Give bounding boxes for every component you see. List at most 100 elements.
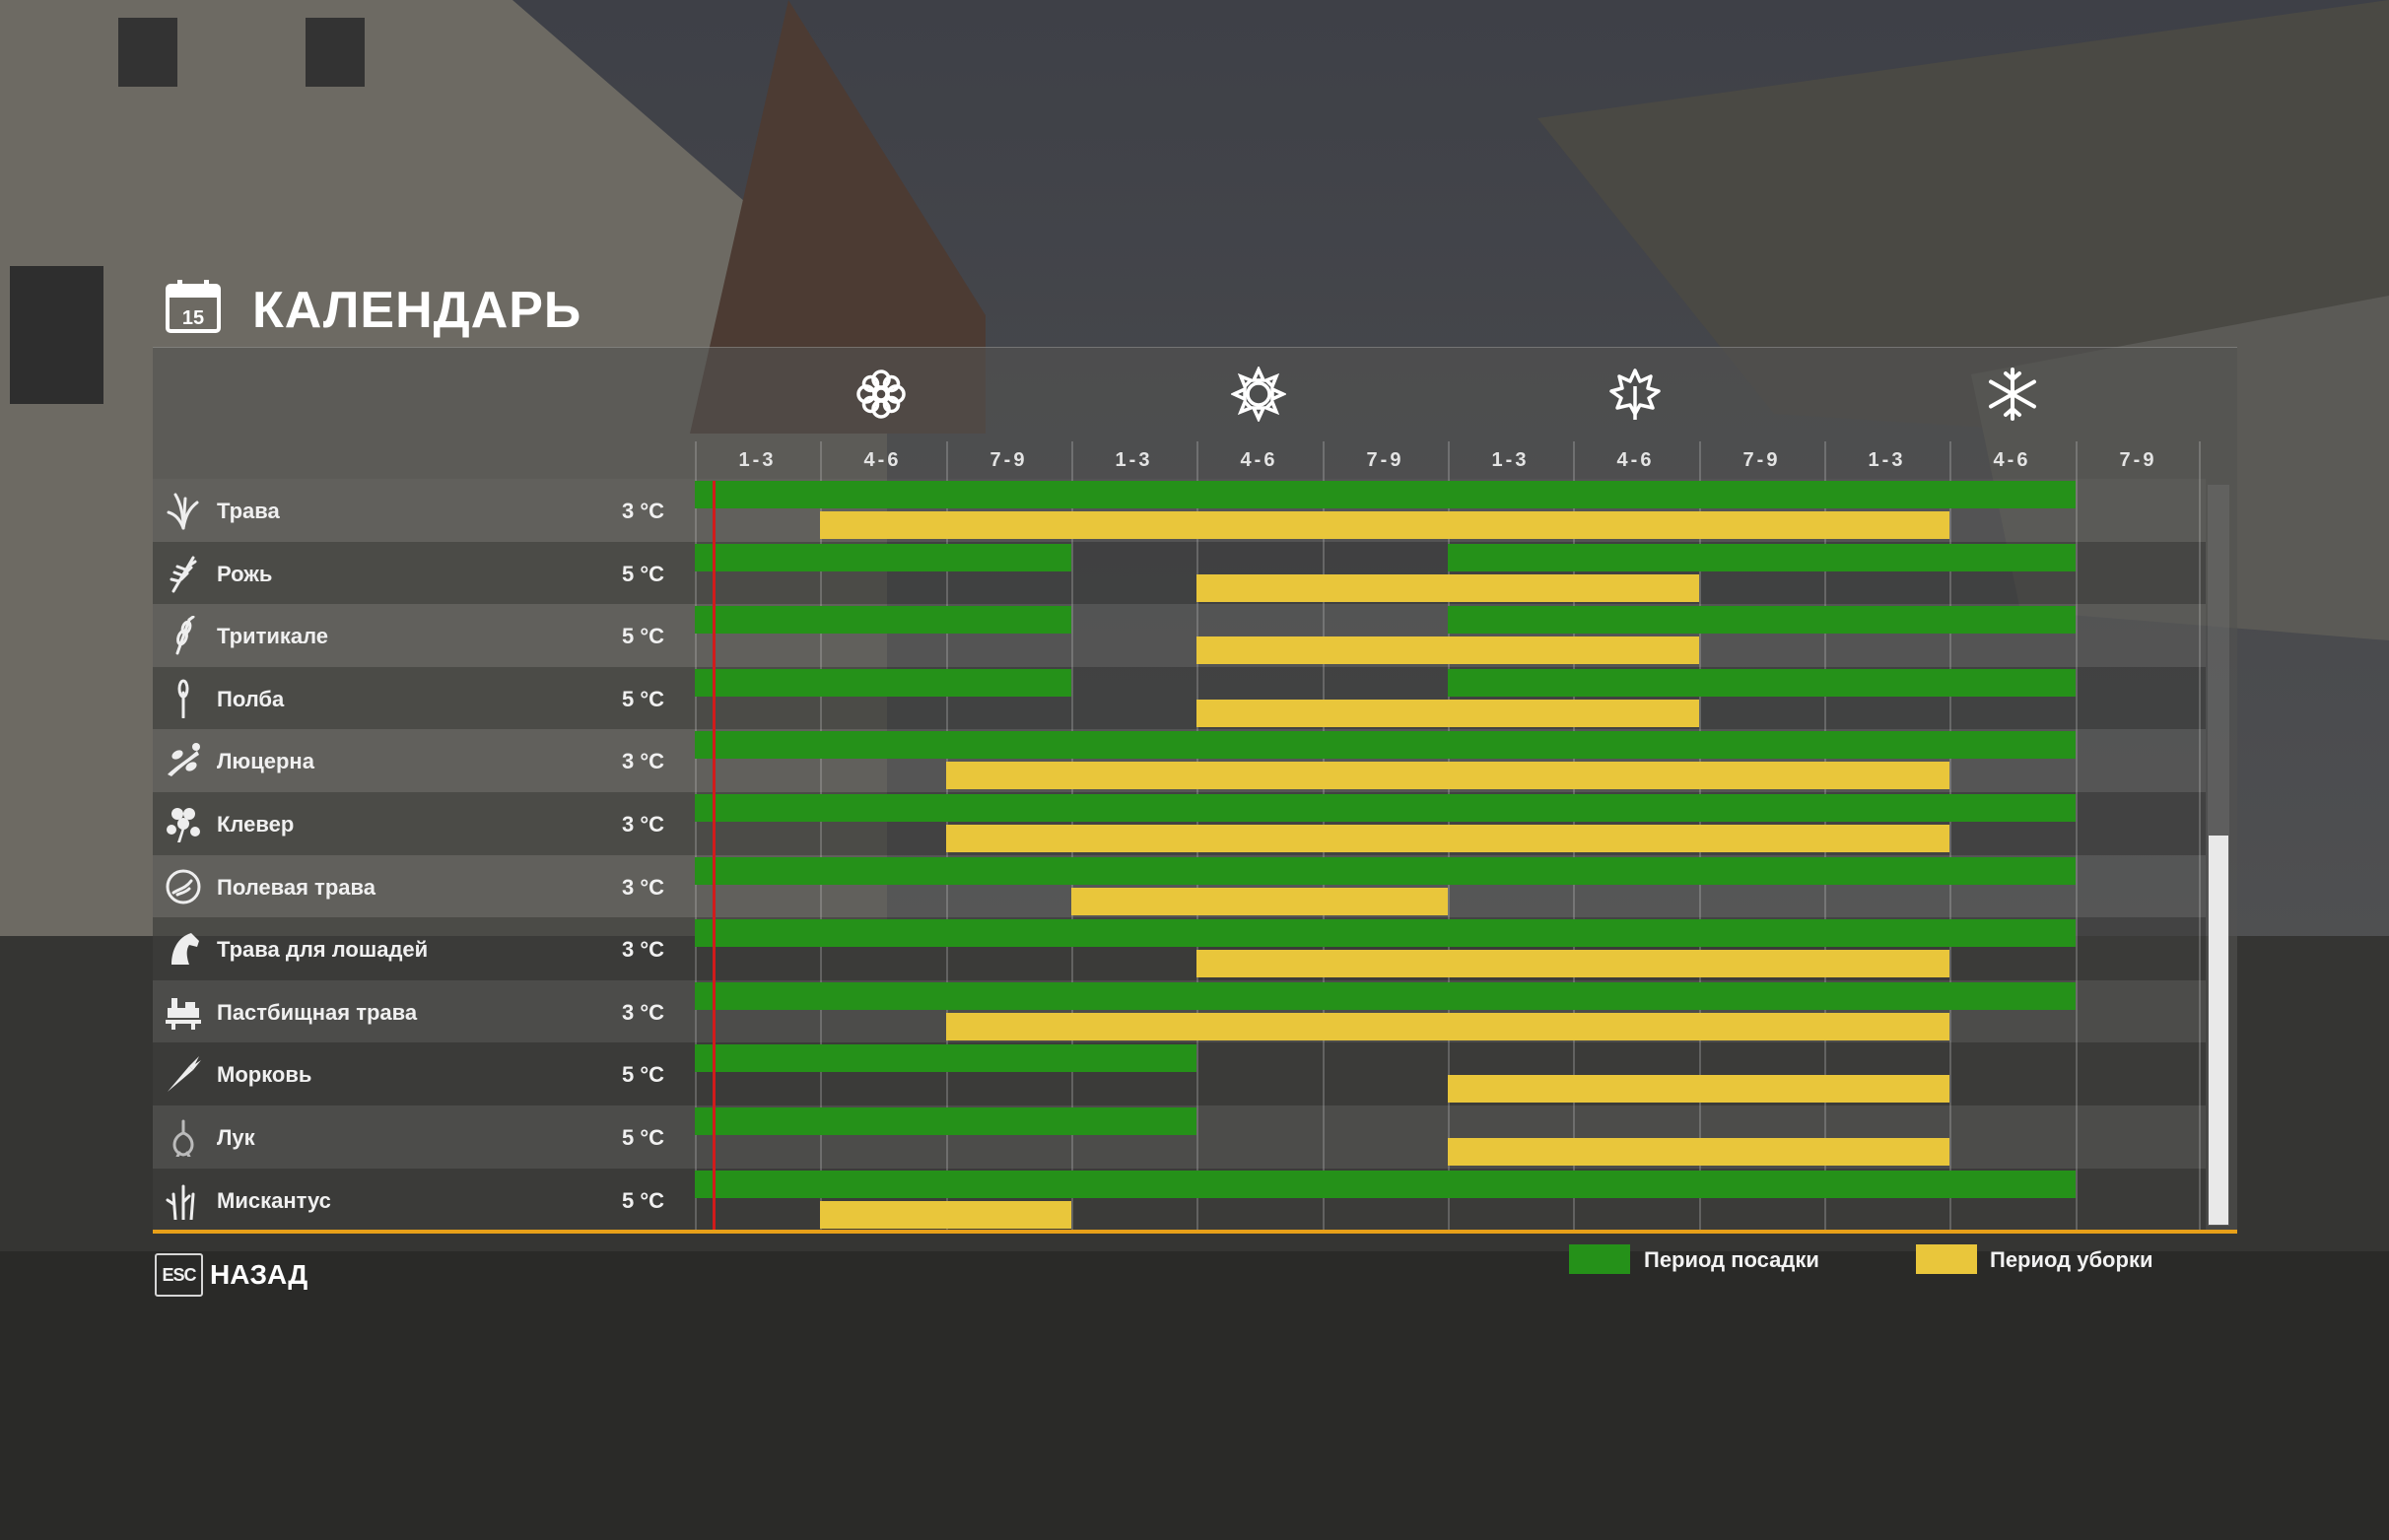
summer-sun-icon: [1229, 365, 1288, 424]
crop-temperature: 3 °C: [622, 499, 665, 523]
legend-planting-swatch: [1569, 1244, 1630, 1274]
field-grass-icon: [166, 869, 201, 904]
planting-period-bar: [695, 481, 2076, 508]
grid-line: [2076, 441, 2078, 1230]
calendar-grid: [695, 441, 2201, 1230]
planting-period-bar: [1447, 606, 2076, 635]
planting-period-bar: [695, 856, 2076, 885]
spelt-icon: [177, 679, 189, 718]
period-label: 1-3: [1868, 449, 1906, 471]
crop-temperature: 5 °C: [622, 686, 665, 711]
autumn-leaf-icon: [1607, 367, 1663, 422]
period-label: 4-6: [1993, 449, 2031, 471]
planting-period-bar: [1447, 668, 2076, 697]
grid-line: [820, 441, 822, 1230]
miscanthus-icon: [166, 1184, 195, 1220]
period-label: 7-9: [990, 449, 1028, 471]
current-period-marker: [713, 481, 716, 1232]
period-label: 7-9: [1366, 449, 1404, 471]
crop-temperature: 3 °C: [622, 999, 665, 1025]
period-label: 7-9: [1742, 449, 1781, 471]
period-label: 7-9: [2119, 449, 2157, 471]
harvest-period-bar: [1196, 699, 1699, 727]
crop-temperature: 5 °C: [622, 624, 665, 649]
grid-line: [695, 441, 697, 1230]
legend-planting-label: Период посадки: [1644, 1247, 1819, 1272]
triticale-icon: [175, 616, 195, 655]
planting-period-bar: [695, 543, 1071, 571]
harvest-period-bar: [1196, 573, 1699, 602]
planting-period-bar: [695, 1107, 1197, 1135]
back-button[interactable]: НАЗАД: [210, 1259, 308, 1290]
crop-name: Тритикале: [217, 624, 329, 649]
esc-key-hint[interactable]: ESC: [155, 1253, 203, 1297]
crop-row[interactable]: Люцерна 3 °C: [153, 729, 2206, 792]
planting-period-bar: [695, 1170, 2076, 1198]
rye-icon: [170, 556, 197, 593]
crop-temperature: 3 °C: [622, 812, 665, 837]
planting-period-bar: [695, 606, 1071, 635]
period-label: 1-3: [1115, 449, 1153, 471]
planting-period-bar: [695, 981, 2076, 1010]
crop-name: Клевер: [217, 812, 295, 837]
pasture-grass-icon: [166, 997, 201, 1030]
crop-name: Трава для лошадей: [217, 937, 429, 963]
crop-row[interactable]: Лук 5 °C: [153, 1105, 2206, 1169]
onion-icon: [172, 1119, 194, 1157]
period-label: 4-6: [1616, 449, 1655, 471]
planting-period-bar: [695, 731, 2076, 760]
period-label: 1-3: [738, 449, 777, 471]
harvest-period-bar: [1070, 887, 1448, 915]
harvest-period-bar: [1196, 950, 1950, 978]
crop-temperature: 3 °C: [622, 937, 665, 963]
spring-flower-icon: [853, 367, 909, 422]
harvest-period-bar: [945, 1012, 1950, 1040]
crop-temperature: 5 °C: [622, 1125, 665, 1150]
grass-icon: [167, 493, 199, 530]
crop-temperature: 5 °C: [622, 1187, 665, 1213]
planting-period-bar: [695, 668, 1071, 697]
harvest-period-bar: [1447, 1138, 1950, 1166]
harvest-period-bar: [1196, 636, 1699, 665]
panel-bottom-border: [153, 1230, 2237, 1234]
legend-harvest-swatch: [1916, 1244, 1977, 1274]
harvest-period-bar: [820, 1200, 1071, 1229]
carrot-icon: [168, 1056, 201, 1093]
page-title: КАЛЕНДАРЬ: [252, 282, 582, 339]
clover-icon: [167, 808, 200, 842]
crop-name: Полевая трава: [217, 874, 375, 900]
period-label: 4-6: [863, 449, 902, 471]
crop-name: Мискантус: [217, 1187, 331, 1213]
alfalfa-icon: [168, 743, 200, 777]
harvest-period-bar: [820, 511, 1950, 539]
period-label: 4-6: [1240, 449, 1278, 471]
legend-harvest-label: Период уборки: [1990, 1247, 2153, 1272]
crop-name: Полба: [217, 686, 285, 711]
horse-grass-icon: [171, 933, 199, 966]
grid-line: [1949, 441, 1951, 1230]
harvest-period-bar: [945, 825, 1950, 852]
crop-name: Лук: [217, 1125, 255, 1150]
crop-temperature: 5 °C: [622, 561, 665, 586]
grid-line: [2199, 441, 2201, 1230]
crop-row[interactable]: Пастбищная трава 3 °C: [153, 980, 2206, 1043]
crop-name: Трава: [217, 499, 280, 523]
crop-row[interactable]: Полевая трава 3 °C: [153, 855, 2206, 918]
crop-temperature: 5 °C: [622, 1062, 665, 1088]
planting-period-bar: [695, 794, 2076, 822]
planting-period-bar: [695, 919, 2076, 948]
planting-period-bar: [695, 1044, 1197, 1073]
harvest-period-bar: [945, 762, 1950, 790]
crop-name: Пастбищная трава: [217, 999, 418, 1025]
crop-temperature: 3 °C: [622, 874, 665, 900]
crop-name: Рожь: [217, 561, 273, 586]
winter-snowflake-icon: [1985, 367, 2040, 422]
crop-name: Люцерна: [217, 749, 314, 774]
calendar-icon: 15: [166, 280, 221, 333]
harvest-period-bar: [1447, 1075, 1950, 1104]
period-label: 1-3: [1491, 449, 1530, 471]
scrollbar-thumb[interactable]: [2209, 836, 2228, 1225]
crop-name: Морковь: [217, 1062, 312, 1088]
crop-row[interactable]: Тритикале 5 °C: [153, 604, 2206, 667]
crop-row[interactable]: Трава 3 °C: [153, 479, 2206, 542]
